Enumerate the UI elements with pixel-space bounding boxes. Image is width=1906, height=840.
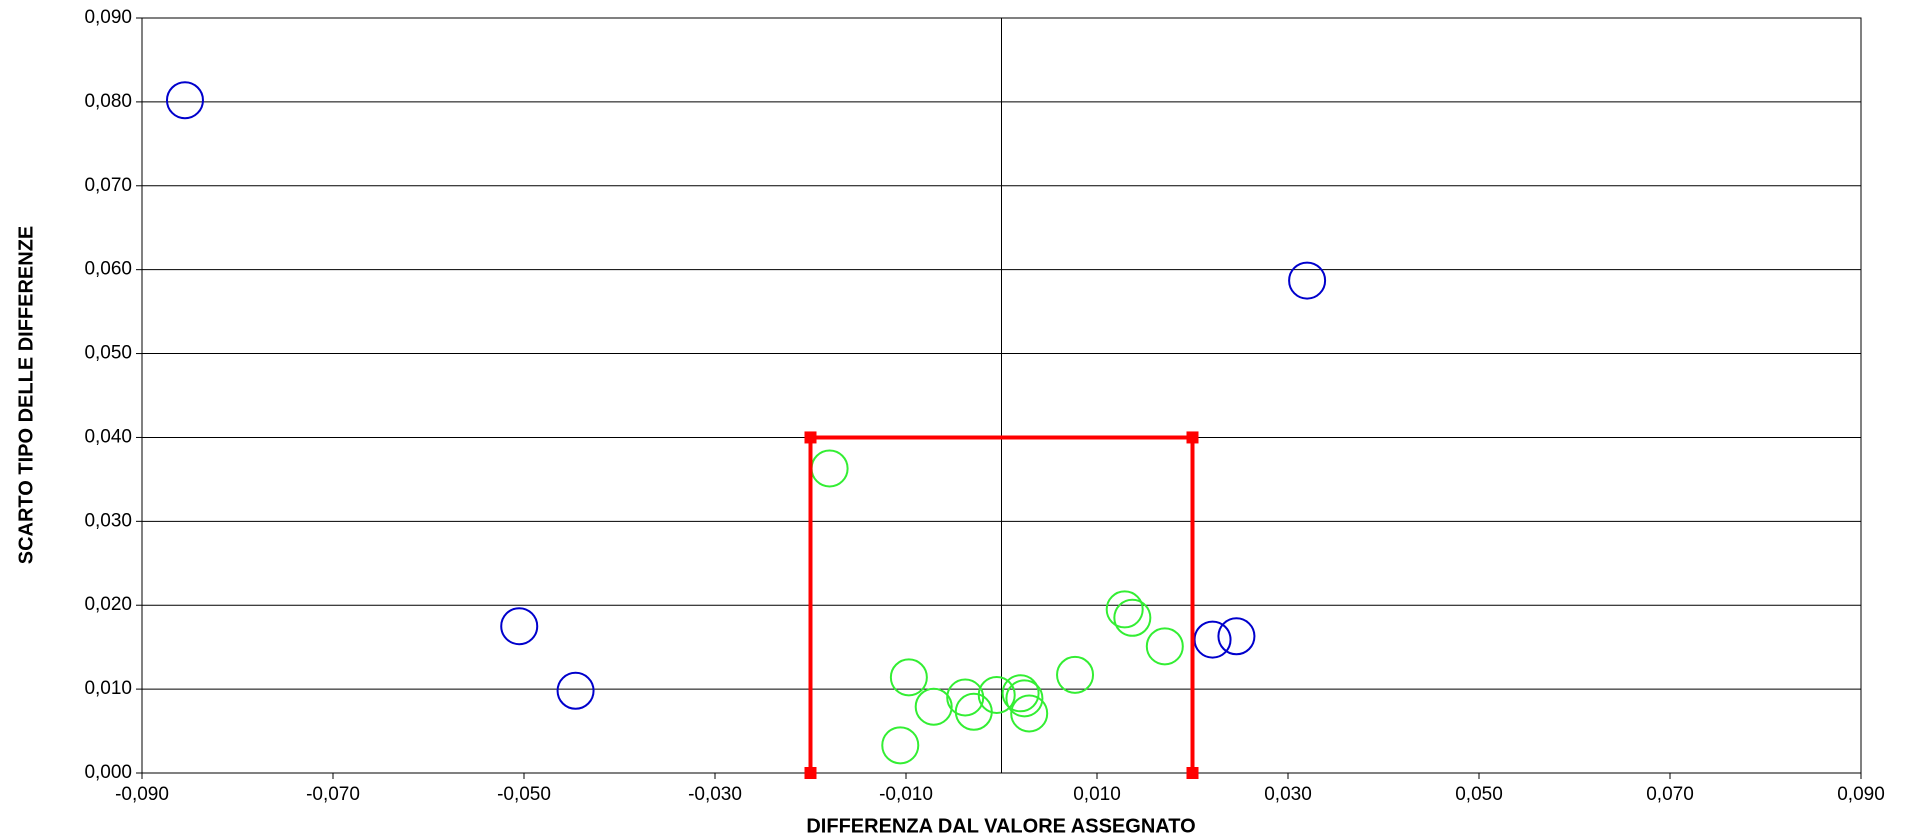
- data-point: [1105, 590, 1144, 629]
- x-axis-title: DIFFERENZA DAL VALORE ASSEGNATO: [806, 815, 1195, 837]
- data-point: [1005, 679, 1044, 718]
- y-tick-label: 0,010: [84, 678, 132, 699]
- limit-point: [804, 767, 817, 779]
- y-tick-label: 0,060: [84, 259, 132, 280]
- y-tick-label: 0,090: [84, 7, 132, 28]
- limit-line: [808, 435, 1195, 773]
- data-point: [977, 675, 1016, 714]
- y-tick-label: 0,040: [84, 426, 132, 447]
- data-point: [1056, 655, 1095, 694]
- limit-point: [1186, 767, 1199, 779]
- y-tick-label: 0,050: [84, 343, 132, 364]
- x-tick-label: 0,090: [1837, 784, 1885, 805]
- data-point: [556, 671, 595, 710]
- data-point: [889, 658, 928, 697]
- data-point: [1001, 674, 1040, 713]
- data-point: [881, 726, 920, 765]
- x-tick-label: 0,050: [1455, 784, 1503, 805]
- data-point: [1145, 627, 1184, 666]
- data-point: [914, 687, 953, 726]
- data-point: [1193, 620, 1232, 659]
- data-point: [810, 449, 849, 488]
- limit-point: [1186, 431, 1199, 444]
- data-point: [954, 692, 993, 731]
- data-point: [165, 81, 204, 120]
- x-tick-label: 0,030: [1264, 784, 1312, 805]
- data-point: [1288, 261, 1327, 300]
- y-tick-label: 0,080: [84, 91, 132, 112]
- y-tick-label: 0,070: [84, 175, 132, 196]
- x-tick-label: -0,050: [497, 784, 551, 805]
- x-tick-label: -0,010: [879, 784, 933, 805]
- x-tick-label: -0,070: [306, 784, 360, 805]
- data-point: [1217, 617, 1256, 656]
- limit-point: [804, 431, 817, 444]
- x-tick-label: 0,010: [1073, 784, 1121, 805]
- y-tick-label: 0,000: [84, 762, 132, 783]
- x-tick-label: -0,090: [115, 784, 169, 805]
- y-tick-label: 0,020: [84, 594, 132, 615]
- data-point: [946, 678, 985, 717]
- y-axis-title: SCARTO TIPO DELLE DIFFERENZE: [15, 226, 37, 565]
- y-tick-label: 0,030: [84, 510, 132, 531]
- data-point: [1010, 694, 1049, 733]
- data-point: [500, 607, 539, 646]
- x-tick-label: -0,030: [688, 784, 742, 805]
- x-tick-label: 0,070: [1646, 784, 1694, 805]
- data-point: [1113, 598, 1152, 637]
